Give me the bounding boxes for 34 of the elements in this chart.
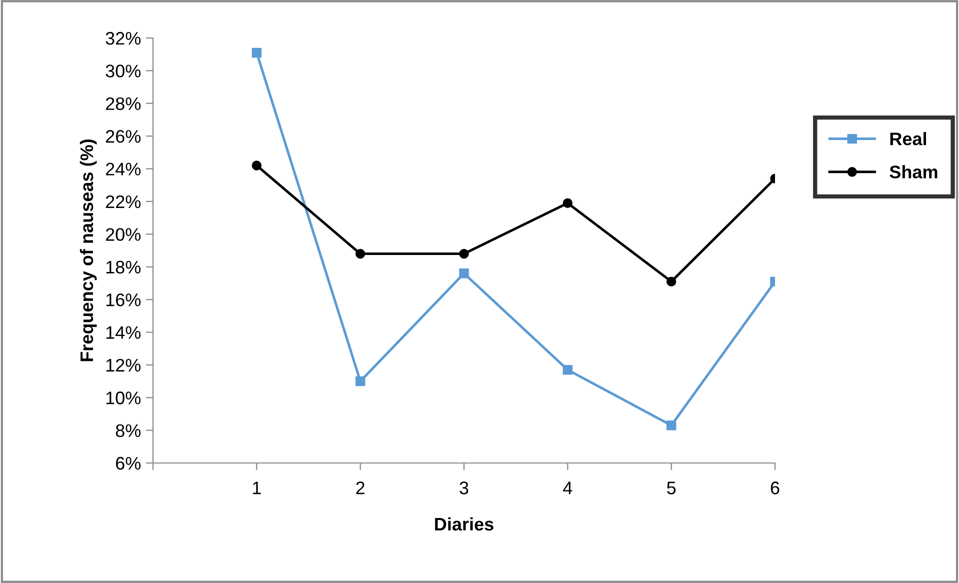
legend-label: Real (890, 132, 926, 146)
y-axis-title: Frequency of nauseas (%) (80, 140, 97, 362)
x-tick-label: 4 (563, 482, 572, 494)
point (562, 364, 573, 375)
y-tick-label: 6% (116, 456, 141, 470)
y-tick-label: 32% (106, 32, 141, 45)
y-tick-label: 18% (106, 260, 141, 274)
x-tick-label: 5 (667, 482, 676, 494)
point (459, 248, 469, 259)
point (355, 248, 366, 259)
y-tick-label: 30% (106, 64, 141, 78)
x-tick-label: 6 (770, 482, 780, 494)
x-tick-label: 3 (460, 482, 468, 494)
x-tick-label: 1 (253, 482, 261, 494)
y-tick-label: 28% (106, 97, 141, 110)
y-tick-label: 14% (106, 326, 141, 339)
y-tick-label: 16% (106, 293, 141, 306)
point (666, 420, 676, 430)
point (459, 268, 469, 278)
point (666, 276, 676, 286)
y-tick-label: 20% (106, 228, 141, 241)
y-tick-label: 8% (116, 424, 141, 438)
legend-label: Sham (890, 165, 938, 178)
x-axis-title: Diaries (435, 517, 494, 531)
point (355, 376, 366, 386)
y-tick-label: 26% (106, 130, 141, 143)
y-tick-label: 12% (106, 358, 141, 372)
point (562, 198, 573, 208)
y-tick-label: 22% (106, 195, 141, 208)
x-tick-label: 2 (356, 482, 364, 494)
y-tick-label: 24% (106, 162, 141, 176)
point (252, 160, 262, 170)
y-tick-label: 10% (106, 392, 141, 404)
point (252, 48, 262, 58)
